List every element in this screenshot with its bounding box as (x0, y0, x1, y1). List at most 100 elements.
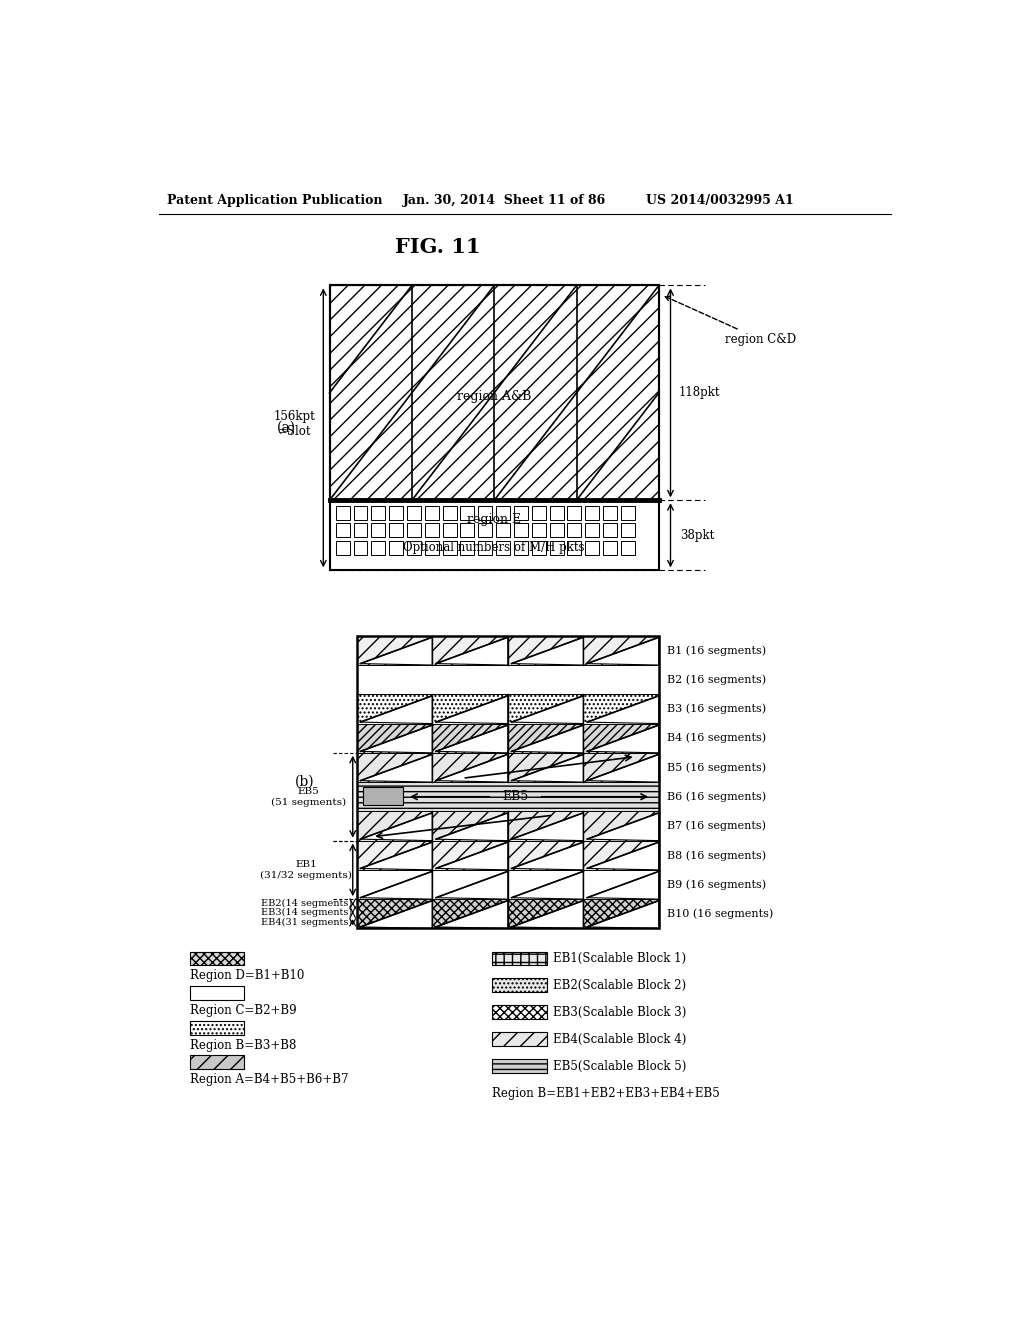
PathPatch shape (512, 813, 584, 841)
Bar (567, 506, 582, 520)
Bar (478, 506, 493, 520)
Bar (362, 787, 403, 805)
Bar (353, 506, 368, 520)
Bar (425, 506, 438, 520)
Text: Patent Application Publication: Patent Application Publication (167, 194, 382, 207)
Bar (389, 523, 403, 537)
PathPatch shape (512, 638, 584, 665)
Text: B4 (16 segments): B4 (16 segments) (667, 733, 766, 743)
Text: FIG. 11: FIG. 11 (395, 238, 480, 257)
Bar (603, 523, 617, 537)
Bar (330, 285, 658, 500)
Bar (336, 506, 349, 520)
PathPatch shape (587, 725, 658, 752)
Text: 156kpt
=Slot: 156kpt =Slot (273, 411, 315, 438)
PathPatch shape (360, 638, 432, 665)
Bar (190, 952, 245, 965)
Bar (567, 523, 582, 537)
Bar (407, 506, 421, 520)
Bar (372, 523, 385, 537)
Bar (389, 506, 403, 520)
Text: EB5: EB5 (503, 791, 528, 804)
Bar (603, 506, 617, 520)
Bar (567, 541, 582, 554)
Bar (425, 523, 438, 537)
Bar (442, 506, 457, 520)
PathPatch shape (436, 842, 508, 870)
Text: B6 (16 segments): B6 (16 segments) (667, 792, 766, 803)
PathPatch shape (360, 725, 432, 752)
Bar (493, 1059, 547, 1073)
PathPatch shape (512, 900, 584, 928)
Text: EB1(Scalable Block 1): EB1(Scalable Block 1) (553, 952, 686, 965)
Bar (190, 1056, 245, 1069)
Bar (372, 541, 385, 554)
Text: B8 (16 segments): B8 (16 segments) (667, 850, 766, 861)
Bar (336, 541, 349, 554)
Bar (478, 523, 493, 537)
PathPatch shape (512, 725, 584, 752)
Bar (372, 506, 385, 520)
Text: Region D=B1+B10: Region D=B1+B10 (190, 969, 304, 982)
Bar (336, 523, 349, 537)
Bar (493, 978, 547, 993)
Text: (b): (b) (295, 775, 314, 789)
Bar (353, 541, 368, 554)
Bar (330, 285, 658, 500)
Bar (425, 541, 438, 554)
Bar (514, 523, 528, 537)
PathPatch shape (360, 900, 432, 928)
Bar (461, 541, 474, 554)
Bar (621, 541, 635, 554)
Text: region A&B: region A&B (457, 391, 531, 403)
Bar (356, 723, 658, 752)
Bar (442, 523, 457, 537)
Bar (531, 506, 546, 520)
PathPatch shape (360, 871, 432, 899)
Bar (496, 523, 510, 537)
Text: Region C=B2+B9: Region C=B2+B9 (190, 1003, 297, 1016)
Text: EB5(Scalable Block 5): EB5(Scalable Block 5) (553, 1060, 686, 1073)
PathPatch shape (436, 696, 508, 723)
PathPatch shape (436, 754, 508, 781)
PathPatch shape (587, 696, 658, 723)
Text: B9 (16 segments): B9 (16 segments) (667, 879, 766, 890)
Text: EB4(Scalable Block 4): EB4(Scalable Block 4) (553, 1032, 686, 1045)
PathPatch shape (436, 638, 508, 665)
Bar (550, 506, 563, 520)
PathPatch shape (360, 696, 432, 723)
Bar (356, 752, 658, 781)
Bar (496, 506, 510, 520)
Text: B10 (16 segments): B10 (16 segments) (667, 908, 773, 919)
Text: Jan. 30, 2014  Sheet 11 of 86: Jan. 30, 2014 Sheet 11 of 86 (403, 194, 606, 207)
Bar (461, 523, 474, 537)
PathPatch shape (587, 871, 658, 899)
Text: EB2(14 segments): EB2(14 segments) (261, 899, 352, 908)
Text: US 2014/0032995 A1: US 2014/0032995 A1 (646, 194, 794, 207)
Text: Region A=B4+B5+B6+B7: Region A=B4+B5+B6+B7 (190, 1073, 348, 1086)
PathPatch shape (512, 871, 584, 899)
Text: EB3(14 segments): EB3(14 segments) (261, 908, 352, 917)
Bar (442, 541, 457, 554)
PathPatch shape (436, 900, 508, 928)
PathPatch shape (360, 842, 432, 870)
Bar (356, 636, 658, 928)
Bar (603, 541, 617, 554)
Text: EB5
(51 segments): EB5 (51 segments) (271, 787, 346, 807)
PathPatch shape (587, 754, 658, 781)
Text: Region B=B3+B8: Region B=B3+B8 (190, 1039, 296, 1052)
Bar (586, 506, 599, 520)
Bar (356, 665, 658, 694)
Text: (a): (a) (278, 421, 296, 434)
Text: Optional numbers of M/H pkts: Optional numbers of M/H pkts (403, 541, 585, 554)
Bar (356, 899, 658, 928)
PathPatch shape (436, 725, 508, 752)
PathPatch shape (587, 900, 658, 928)
Text: B3 (16 segments): B3 (16 segments) (667, 704, 766, 714)
Text: EB3(Scalable Block 3): EB3(Scalable Block 3) (553, 1006, 686, 1019)
PathPatch shape (360, 754, 432, 781)
Bar (514, 506, 528, 520)
Text: EB4(31 segments): EB4(31 segments) (261, 917, 352, 927)
Bar (330, 500, 658, 570)
Bar (586, 523, 599, 537)
